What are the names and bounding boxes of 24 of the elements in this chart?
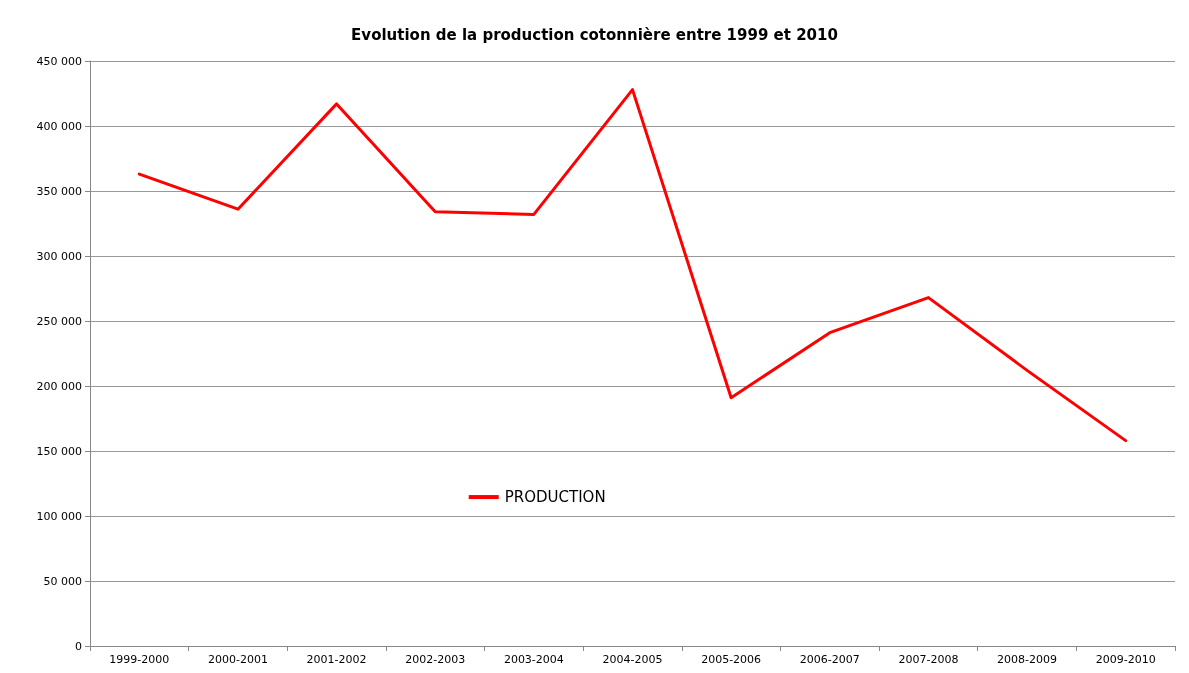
y-tick-label: 250 000 [36,314,82,328]
chart-title: Evolution de la production cotonnière entre 1999 et 2010 [351,25,838,44]
x-tick-label: 2007-2008 [898,653,959,666]
x-tick-label: 2004-2005 [602,653,663,666]
y-tick-label: 400 000 [36,119,82,133]
x-tick-label: 1999-2000 [109,653,170,666]
y-tick-label: 350 000 [36,184,82,198]
y-tick-label: 200 000 [36,379,82,393]
x-tick-label: 2002-2003 [405,653,466,666]
y-tick-label: 450 000 [36,54,82,68]
legend-label: PRODUCTION [504,488,606,507]
x-tick-label: 2008-2009 [997,653,1058,666]
x-tick-label: 2001-2002 [306,653,367,666]
x-tick-label: 2009-2010 [1095,653,1156,666]
y-tick-label: 50 000 [43,574,82,588]
y-tick-label: 0 [75,639,82,653]
y-tick-label: 300 000 [36,249,82,263]
line-series [137,88,1128,443]
x-tick-label: 2005-2006 [701,653,762,666]
x-tick-label: 2000-2001 [207,653,268,666]
y-tick-label: 150 000 [36,444,82,458]
x-tick-label: 2003-2004 [503,653,564,666]
y-tick-label: 100 000 [36,509,82,523]
x-tick-label: 2006-2007 [799,653,860,666]
